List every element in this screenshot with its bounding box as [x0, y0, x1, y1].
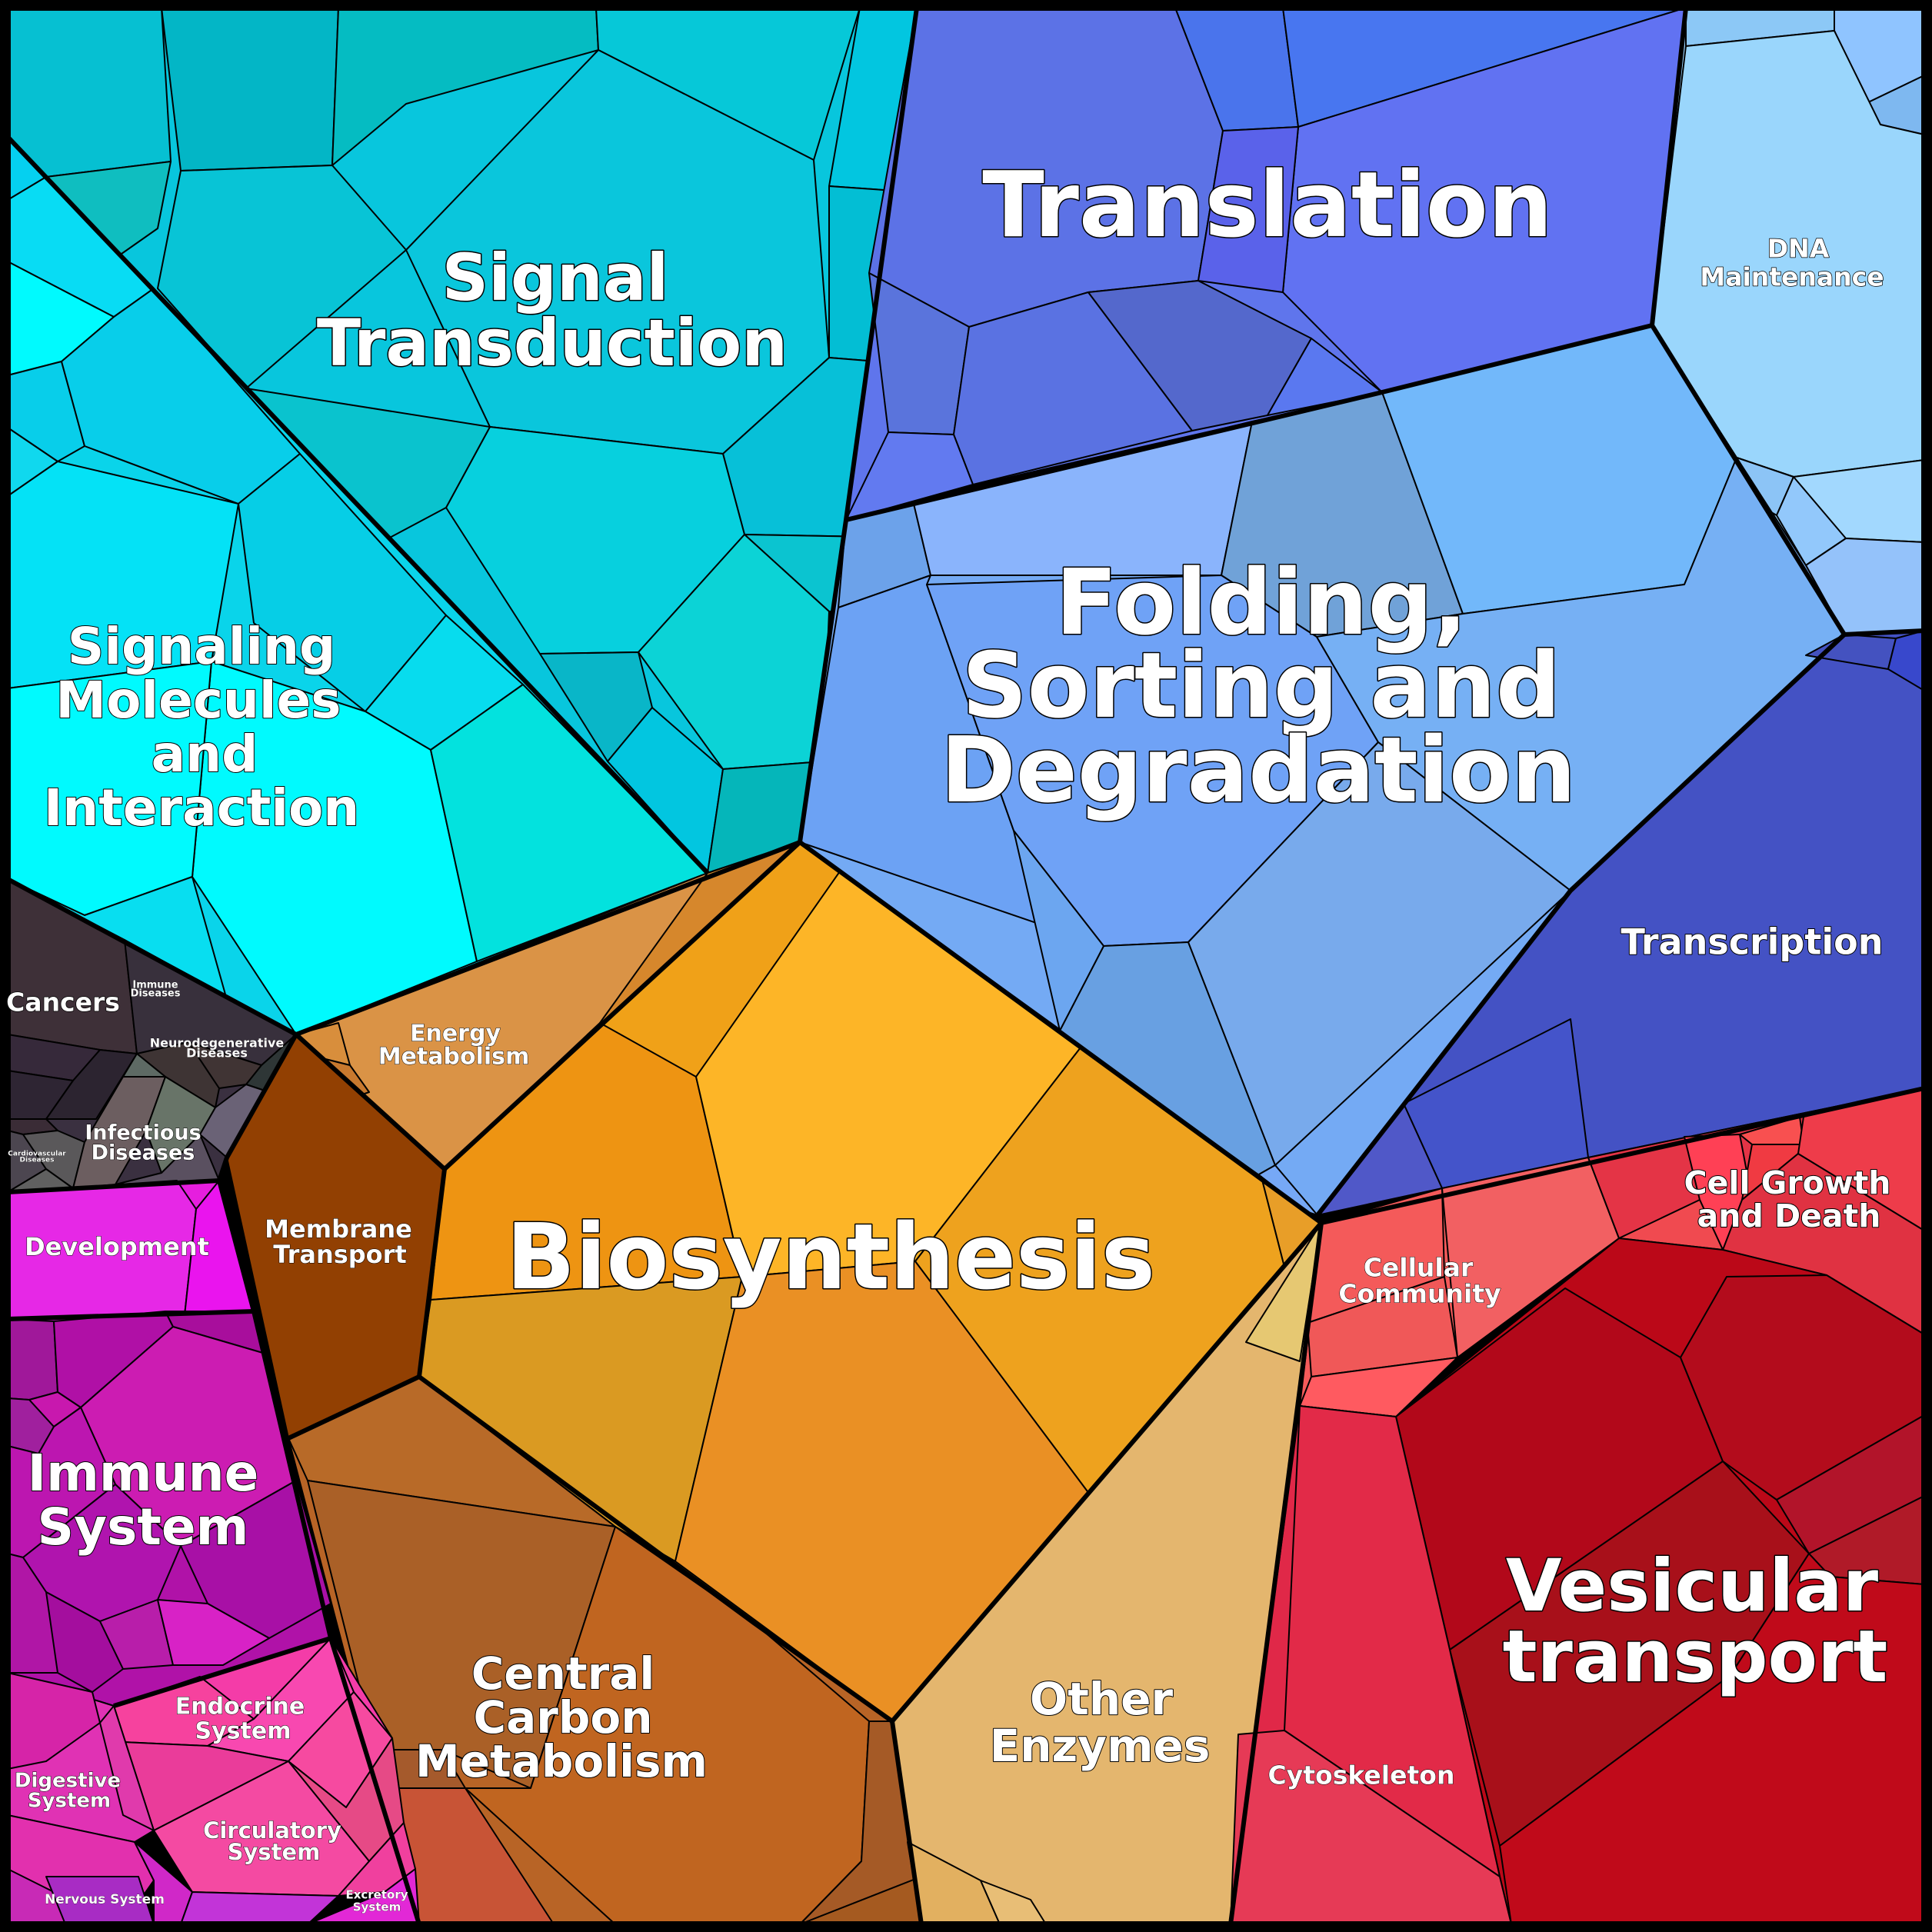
label-digestive-1: Digestive: [15, 1770, 121, 1793]
label-immune-2: System: [38, 1497, 249, 1557]
label-energy-2: Metabolism: [378, 1044, 530, 1071]
cell[interactable]: [1284, 1405, 1501, 1877]
label-folding-3: Degradation: [941, 717, 1576, 823]
label-development: Development: [25, 1232, 209, 1261]
border: [1228, 1222, 1324, 1925]
label-central-2: Carbon: [474, 1691, 653, 1744]
label-endocrine-2: System: [195, 1718, 291, 1745]
border: [442, 840, 802, 1171]
label-central-3: Metabolism: [415, 1735, 708, 1787]
group-signal-transduction: [7, 7, 918, 874]
cell[interactable]: [7, 7, 172, 178]
cell[interactable]: [1013, 830, 1104, 1031]
group-folding: [799, 325, 1845, 1216]
label-excretory-1: Excretory: [345, 1888, 408, 1902]
cell[interactable]: [338, 1822, 416, 1897]
group-dna-maintenance: [1651, 7, 1925, 635]
border: [1315, 632, 1847, 1217]
label-neurodegenerative-1: Neurodegenerative: [150, 1036, 285, 1051]
label-immune-1: Immune: [28, 1444, 259, 1503]
label-circulatory-2: System: [228, 1839, 321, 1865]
label-signal-transduction-2: Transduction: [317, 305, 788, 381]
group-translation: [845, 7, 1687, 521]
label-central-1: Central: [471, 1647, 655, 1700]
border: [890, 1720, 924, 1925]
label-immune-diseases-2: Diseases: [131, 988, 181, 1000]
cell[interactable]: [1198, 126, 1299, 293]
label-folding-1: Folding,: [1055, 549, 1467, 655]
cell[interactable]: [953, 291, 1193, 485]
group-immune: [7, 1311, 331, 1707]
label-signaling-4: Interaction: [44, 778, 360, 838]
cell[interactable]: [180, 1480, 331, 1639]
label-folding-2: Sorting and: [962, 632, 1561, 738]
label-signaling-3: and: [152, 724, 258, 784]
label-cardiovascular-1: Cardiovascular: [8, 1151, 66, 1158]
border: [7, 1033, 298, 1194]
label-signaling-2: Molecules: [55, 671, 341, 730]
label-circulatory-1: Circulatory: [203, 1817, 341, 1844]
group-transcription: [1317, 630, 1925, 1216]
label-dna-2: Maintenance: [1700, 262, 1884, 292]
cell[interactable]: [161, 7, 339, 172]
label-cytoskeleton: Cytoskeleton: [1268, 1760, 1455, 1790]
cell[interactable]: [99, 1705, 155, 1831]
label-excretory-2: System: [353, 1900, 401, 1914]
label-other-2: Enzymes: [990, 1720, 1211, 1772]
label-infectious-2: Diseases: [92, 1141, 195, 1165]
label-energy-1: Energy: [410, 1021, 501, 1048]
label-immune-diseases-1: Immune: [132, 980, 178, 991]
border: [287, 1032, 447, 1441]
region-borders: [5, 7, 1925, 1925]
border: [217, 1180, 421, 1925]
label-cellular-community-2: Community: [1338, 1279, 1501, 1309]
cell[interactable]: [45, 1591, 124, 1693]
cell[interactable]: [45, 1049, 138, 1120]
border: [418, 1221, 1324, 1724]
label-vesicular-2: transport: [1503, 1615, 1888, 1699]
label-translation: Translation: [982, 152, 1553, 258]
group-central-carbon: [288, 1376, 922, 1925]
group-biosynthesis: [418, 841, 1322, 1722]
label-digestive-2: System: [28, 1790, 111, 1813]
cell[interactable]: [1230, 1730, 1512, 1925]
cell[interactable]: [7, 1318, 58, 1401]
label-neurodegenerative-2: Diseases: [186, 1046, 248, 1061]
label-membrane-2: Transport: [273, 1240, 406, 1269]
label-cell-growth-1: Cell Growth: [1684, 1164, 1891, 1201]
cell[interactable]: [157, 165, 407, 389]
label-cellular-community-1: Cellular: [1364, 1253, 1474, 1283]
border: [7, 1309, 255, 1321]
label-biosynthesis: Biosynthesis: [506, 1204, 1155, 1310]
group-diseases: [7, 878, 297, 1193]
border: [5, 135, 710, 875]
border: [113, 1636, 331, 1708]
label-membrane-1: Membrane: [265, 1214, 412, 1244]
cell[interactable]: [122, 1053, 166, 1078]
cell[interactable]: [157, 1599, 270, 1666]
label-signaling-1: Signaling: [68, 617, 335, 676]
label-infectious-1: Infectious: [85, 1121, 201, 1145]
label-signal-transduction-1: Signal: [442, 240, 669, 315]
label-nervous: Nervous System: [45, 1892, 165, 1907]
label-dna-1: DNA: [1767, 234, 1830, 264]
border: [845, 323, 1653, 522]
group-development: [7, 1180, 255, 1320]
border: [1650, 7, 1925, 637]
label-cell-growth-2: and Death: [1697, 1198, 1881, 1234]
label-cancers: Cancers: [6, 988, 120, 1018]
label-vesicular-1: Vesicular: [1506, 1544, 1879, 1628]
label-cardiovascular-2: Diseases: [20, 1157, 55, 1164]
label-transcription: Transcription: [1621, 921, 1884, 963]
group-cytoskeleton: [1230, 1405, 1512, 1925]
labels: Translation Signal Transduction Signalin…: [5, 151, 1891, 1914]
group-vesicular: [1395, 1237, 1925, 1925]
cell[interactable]: [845, 431, 974, 521]
label-endocrine-1: Endocrine: [175, 1694, 305, 1720]
label-other-1: Other: [1030, 1673, 1174, 1725]
group-cellular-community: [1299, 1157, 1620, 1417]
